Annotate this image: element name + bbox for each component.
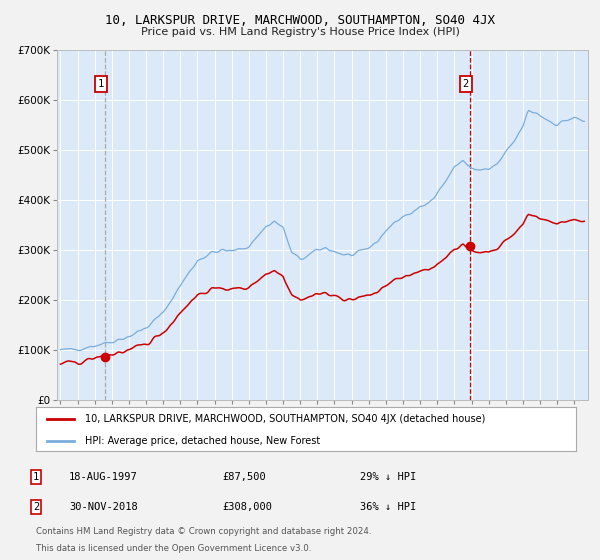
Text: 18-AUG-1997: 18-AUG-1997 [69, 472, 138, 482]
Text: £308,000: £308,000 [222, 502, 272, 512]
Text: Price paid vs. HM Land Registry's House Price Index (HPI): Price paid vs. HM Land Registry's House … [140, 27, 460, 37]
Text: 2: 2 [33, 502, 39, 512]
Text: 10, LARKSPUR DRIVE, MARCHWOOD, SOUTHAMPTON, SO40 4JX (detached house): 10, LARKSPUR DRIVE, MARCHWOOD, SOUTHAMPT… [85, 414, 485, 424]
Text: 1: 1 [98, 78, 104, 88]
Text: 10, LARKSPUR DRIVE, MARCHWOOD, SOUTHAMPTON, SO40 4JX: 10, LARKSPUR DRIVE, MARCHWOOD, SOUTHAMPT… [105, 14, 495, 27]
Text: 36% ↓ HPI: 36% ↓ HPI [360, 502, 416, 512]
Text: This data is licensed under the Open Government Licence v3.0.: This data is licensed under the Open Gov… [36, 544, 311, 553]
Text: £87,500: £87,500 [222, 472, 266, 482]
Text: Contains HM Land Registry data © Crown copyright and database right 2024.: Contains HM Land Registry data © Crown c… [36, 527, 371, 536]
Text: 30-NOV-2018: 30-NOV-2018 [69, 502, 138, 512]
Text: HPI: Average price, detached house, New Forest: HPI: Average price, detached house, New … [85, 436, 320, 446]
Text: 1: 1 [33, 472, 39, 482]
Text: 2: 2 [463, 78, 469, 88]
Text: 29% ↓ HPI: 29% ↓ HPI [360, 472, 416, 482]
